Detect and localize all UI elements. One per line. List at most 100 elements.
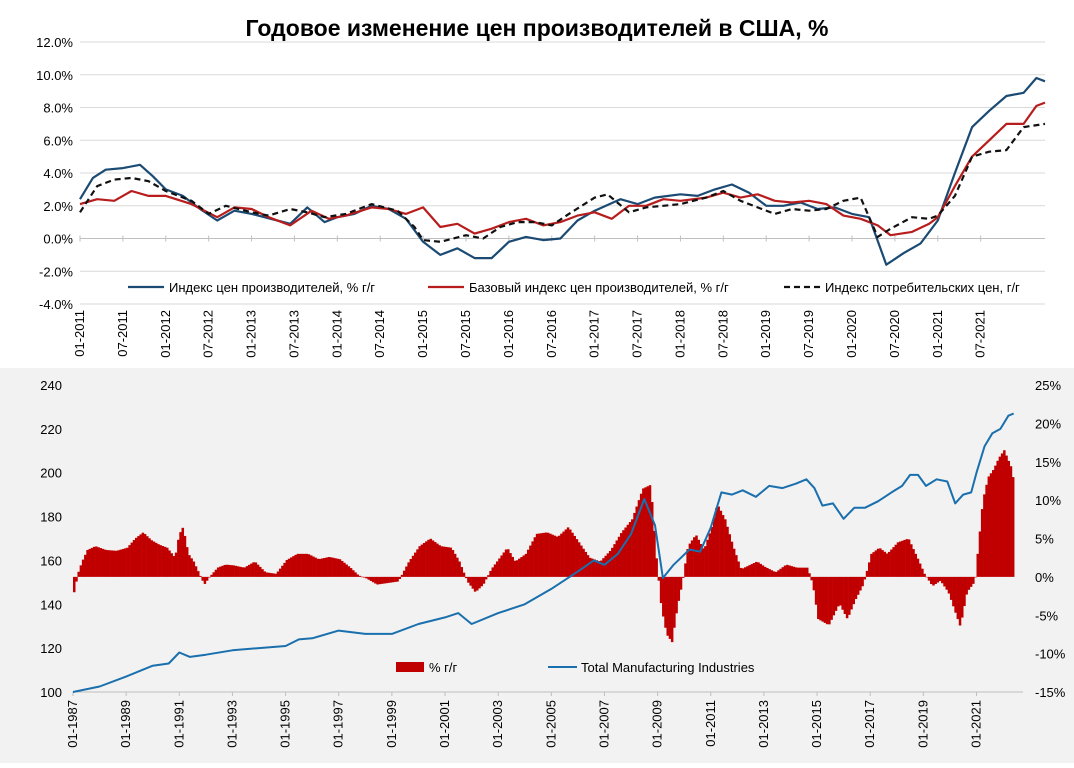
- top-x-tick-label: 07-2017: [630, 310, 645, 358]
- yoy-bar: [885, 553, 889, 577]
- yoy-bar: [755, 561, 758, 577]
- yoy-bar: [936, 576, 940, 583]
- yoy-bar: [487, 575, 490, 577]
- yoy-bar: [451, 550, 455, 577]
- yoy-bar: [894, 544, 898, 577]
- yoy-bar: [597, 561, 601, 577]
- yoy-bar: [861, 576, 864, 587]
- top-chart-background: [0, 0, 1074, 368]
- top-x-tick-label: 07-2015: [458, 310, 473, 358]
- yoy-bar: [374, 576, 377, 584]
- yoy-bar: [292, 556, 295, 577]
- yoy-bar: [163, 546, 167, 577]
- yoy-bar: [865, 570, 869, 577]
- yoy-bar: [670, 576, 674, 643]
- top-x-tick-label: 01-2019: [758, 310, 773, 358]
- bottom-right-tick-label: -5%: [1035, 608, 1059, 623]
- yoy-bar: [349, 568, 353, 577]
- yoy-bar: [354, 572, 357, 577]
- yoy-bar: [717, 506, 720, 577]
- yoy-bar: [546, 532, 550, 577]
- yoy-bar: [715, 507, 718, 577]
- top-series-line-1: [79, 101, 1046, 237]
- yoy-bar: [524, 553, 528, 577]
- yoy-bar: [569, 529, 572, 577]
- yoy-bar: [363, 576, 366, 578]
- yoy-bar: [965, 576, 968, 595]
- yoy-bar: [166, 547, 169, 577]
- yoy-bar: [580, 545, 583, 577]
- yoy-bar: [334, 558, 337, 577]
- yoy-bar: [907, 539, 911, 577]
- bottom-left-tick-label: 220: [40, 422, 62, 437]
- yoy-bar: [923, 573, 926, 577]
- yoy-bar: [343, 562, 346, 577]
- yoy-bar: [591, 558, 594, 577]
- yoy-bar: [759, 563, 762, 577]
- yoy-bar: [1011, 477, 1015, 577]
- yoy-bar: [854, 576, 858, 600]
- yoy-bar: [274, 573, 278, 577]
- yoy-bar: [232, 565, 235, 577]
- yoy-bar: [812, 576, 816, 591]
- yoy-bar: [400, 574, 404, 577]
- top-chart-y-axis: -4.0% -2.0% 0.0% 2.0% 4.0% 6.0% 8.0% 10.0% 12.0%: [36, 35, 73, 312]
- yoy-bar: [438, 545, 441, 577]
- bottom-right-tick-label: 10%: [1035, 493, 1061, 508]
- yoy-bar: [834, 576, 838, 611]
- bottom-x-tick-label: 01-2013: [756, 700, 771, 748]
- yoy-bar: [989, 473, 993, 577]
- yoy-bar: [538, 533, 541, 577]
- yoy-bar: [841, 576, 844, 610]
- yoy-bar: [106, 550, 109, 577]
- yoy-bar: [203, 576, 207, 584]
- bottom-x-tick-label: 01-1999: [384, 700, 399, 748]
- yoy-bar: [593, 559, 596, 577]
- top-y-tick-label: -4.0%: [39, 297, 73, 312]
- yoy-bar: [668, 576, 672, 639]
- yoy-bar: [905, 539, 909, 577]
- yoy-bar: [666, 576, 669, 636]
- yoy-bar: [473, 576, 477, 592]
- yoy-bar: [316, 558, 320, 577]
- yoy-bar: [212, 572, 216, 577]
- yoy-bar: [305, 553, 309, 577]
- yoy-bar: [360, 576, 364, 578]
- yoy-bar: [239, 566, 242, 577]
- yoy-bar: [480, 576, 483, 587]
- yoy-bar: [369, 576, 373, 581]
- yoy-bar: [433, 542, 437, 577]
- yoy-bar: [943, 576, 946, 587]
- yoy-bar: [79, 565, 83, 577]
- yoy-bar: [394, 576, 397, 582]
- yoy-bar: [464, 576, 468, 579]
- yoy-bar: [101, 548, 105, 577]
- yoy-bar: [511, 556, 514, 577]
- top-y-tick-label: 4.0%: [43, 166, 73, 181]
- yoy-bar: [267, 572, 271, 577]
- yoy-bar: [657, 576, 661, 581]
- yoy-bar: [808, 573, 811, 577]
- top-y-tick-label: 6.0%: [43, 133, 73, 148]
- yoy-bar: [396, 576, 399, 582]
- bottom-x-tick-label: 01-1987: [65, 700, 80, 748]
- yoy-bar: [934, 576, 937, 584]
- yoy-bar: [243, 567, 247, 577]
- yoy-bar: [783, 565, 787, 577]
- yoy-bar: [491, 567, 495, 577]
- yoy-bar: [230, 565, 233, 577]
- yoy-bar: [788, 565, 791, 577]
- yoy-bar: [161, 546, 165, 577]
- yoy-bar: [462, 572, 466, 577]
- top-legend-label-1: Базовый индекс цен производителей, % г/г: [469, 280, 729, 295]
- yoy-bar: [307, 554, 311, 577]
- yoy-bar: [476, 576, 479, 591]
- yoy-bar: [1005, 455, 1008, 577]
- bottom-chart-x-axis: 01-1987 01-1989 01-1991 01-1993 01-1995 01-19…: [65, 691, 1023, 748]
- yoy-bar: [498, 558, 501, 577]
- yoy-bar: [693, 537, 696, 577]
- yoy-bar: [664, 576, 667, 628]
- yoy-bar: [961, 576, 964, 618]
- yoy-bar: [378, 576, 382, 585]
- yoy-bar: [786, 564, 789, 577]
